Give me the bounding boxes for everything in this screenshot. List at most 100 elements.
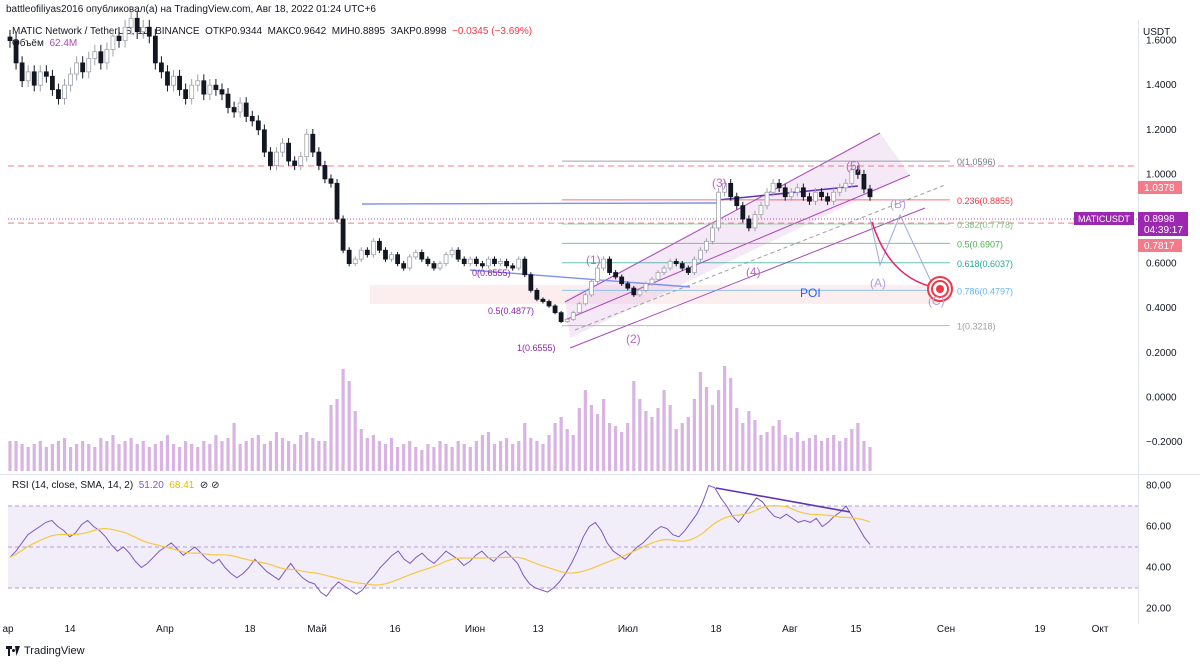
poi-zone[interactable] [370, 285, 940, 304]
volume-bar [105, 441, 109, 471]
candle-body [19, 62, 25, 82]
volume-bar [147, 447, 151, 471]
rsi-sma-line[interactable] [9, 504, 871, 586]
volume-bar [626, 423, 630, 471]
channel-top-line[interactable] [564, 132, 881, 303]
wave-label-3[interactable]: (3) [712, 176, 727, 190]
pane-divider[interactable] [0, 474, 1200, 475]
wave-label-a[interactable]: (A) [870, 276, 886, 290]
brand-footer: TradingView [6, 645, 85, 657]
rsi-tick-label: 80.00 [1146, 481, 1171, 492]
channel-bottom-line[interactable] [569, 207, 926, 349]
candle-body [413, 252, 419, 258]
time-tick-label: 16 [389, 624, 401, 635]
candle-body [171, 75, 176, 86]
rsi-hide-icon[interactable]: ⊘ ⊘ [199, 480, 220, 491]
candle-body [159, 62, 164, 73]
wave-label-4[interactable]: (4) [746, 265, 761, 279]
wave-label-5[interactable]: (5) [846, 159, 861, 173]
divergence-line-price[interactable] [717, 185, 859, 201]
volume-bar [565, 429, 569, 471]
candle-body [746, 218, 752, 229]
volume-bar [492, 444, 497, 471]
candle-body [419, 252, 425, 260]
blue-trendline-2[interactable] [469, 269, 691, 288]
candle-body [655, 272, 661, 280]
volume-bar [474, 441, 478, 471]
volume-bar [795, 432, 799, 471]
volume-bar [250, 438, 254, 471]
candle-body [165, 71, 170, 86]
candle-body [546, 301, 552, 307]
wave-label-1[interactable]: (1) [586, 253, 601, 267]
candle-body [788, 191, 794, 198]
candle-body [504, 260, 510, 267]
volume-bar [674, 429, 678, 471]
target-icon[interactable] [927, 276, 953, 302]
wave-label-b[interactable]: (B) [890, 197, 906, 211]
candle-body [352, 258, 358, 265]
symbol-name[interactable]: MATIC Network / TetherUS, 1Д, BINANCE [12, 26, 200, 37]
candle-body [316, 151, 322, 166]
volume-bar [305, 432, 309, 471]
publish-header: battleofiliyas2016 опубликовал(а) на Tra… [6, 4, 376, 15]
volume-bar [359, 429, 363, 471]
channel-mid-line[interactable] [564, 174, 911, 321]
volume-bar [529, 438, 533, 471]
candle-body [7, 36, 13, 42]
candle-body [31, 71, 37, 86]
volume-bar [99, 438, 103, 471]
divergence-line-rsi[interactable] [715, 487, 851, 513]
wave-label-2[interactable]: (2) [626, 332, 641, 346]
candle-body [128, 17, 134, 28]
volume-bar [184, 441, 188, 471]
volume-bar [523, 423, 527, 471]
volume-bar [620, 432, 624, 471]
volume-bar [93, 447, 97, 471]
candle-body [146, 26, 152, 37]
time-tick-label: Авг [782, 624, 798, 635]
price-tick-label: 1.0000 [1146, 169, 1177, 180]
candle-body [255, 120, 261, 131]
time-axis[interactable]: ар 14 Апр 18 Май 16 Июн 13 Июл 18 Авг 15 Сен 19 Окт [2, 624, 1108, 635]
candle-body [819, 191, 824, 198]
fib-levels: 0(1.0596) 0.236(0.8855) 0.382(0.7778) 0.5(0… [562, 157, 1013, 332]
volume-bar [638, 399, 642, 471]
candle-body [570, 312, 576, 320]
candle-body [56, 89, 61, 99]
candle-body [110, 35, 116, 50]
volume-label[interactable]: Объём [12, 38, 44, 49]
volume-bar [547, 435, 551, 471]
volume-bar [710, 405, 715, 471]
volume-legend: Объём 62.4M [12, 38, 77, 49]
poi-label[interactable]: POI [800, 286, 821, 300]
time-tick-label: Апр [156, 624, 174, 635]
volume-bar [377, 441, 382, 471]
volume-bar [56, 441, 61, 471]
candle-body [498, 260, 503, 264]
volume-bar [244, 441, 248, 471]
candle-body [134, 17, 140, 33]
volume-bar [396, 447, 400, 471]
projection-path[interactable] [869, 213, 936, 291]
candle-body [177, 75, 182, 91]
blue-trendline-1[interactable] [361, 202, 719, 205]
volume-bar [426, 444, 430, 471]
candle-body [286, 142, 291, 162]
candle-body [679, 263, 685, 269]
rsi-axis[interactable]: 80.00 60.00 40.00 20.00 [1146, 481, 1171, 615]
rsi-label[interactable]: RSI (14, close, SMA, 14, 2) [12, 480, 134, 491]
wave-label-c[interactable]: (C) [928, 294, 945, 308]
volume-bar [44, 447, 48, 471]
volume-bar [299, 435, 303, 471]
candle-body [328, 178, 334, 184]
volume-bar [341, 369, 345, 471]
candle-body [25, 71, 31, 82]
volume-bar [844, 438, 848, 471]
candle-body [201, 80, 207, 95]
volume-bar [789, 438, 793, 471]
rsi-line[interactable] [9, 484, 871, 597]
candle-body [661, 267, 667, 273]
candle-body [425, 258, 431, 265]
